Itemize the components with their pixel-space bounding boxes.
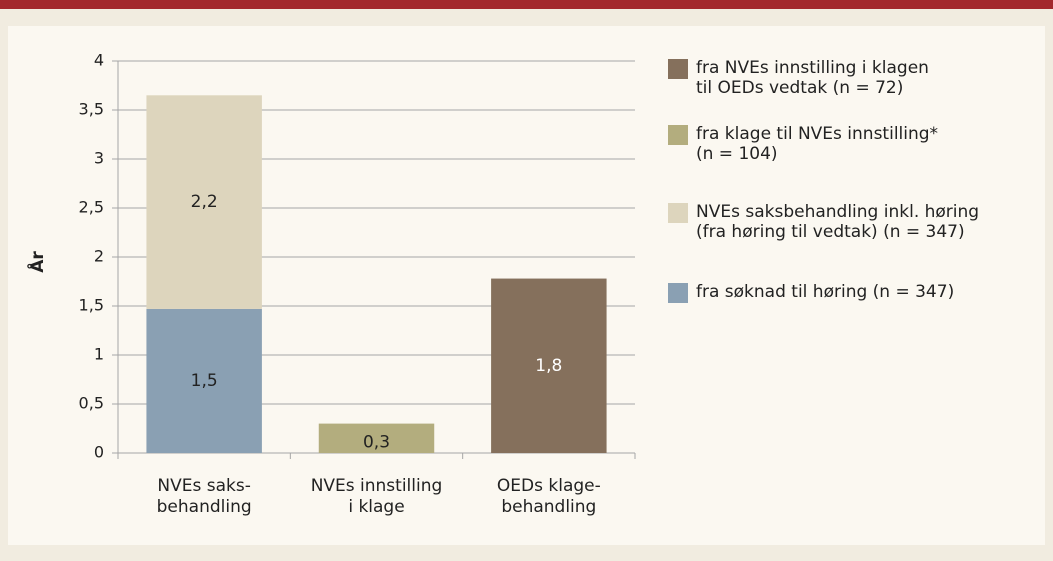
data-label: 0,3 xyxy=(363,432,390,452)
data-label: 2,2 xyxy=(191,192,218,212)
y-tick-label: 4 xyxy=(94,51,104,70)
x-tick-label: OEDs klage- behandling xyxy=(496,476,601,517)
top-bar xyxy=(0,0,1053,9)
y-tick-label: 1 xyxy=(94,345,104,364)
x-tick-label: NVEs saks- behandling xyxy=(156,476,252,517)
y-tick-label: 2 xyxy=(94,247,104,266)
data-label: 1,8 xyxy=(535,356,562,376)
bar-segment xyxy=(491,278,607,453)
data-label: 1,5 xyxy=(191,371,218,391)
y-tick-label: 2,5 xyxy=(79,198,104,217)
legend-label: fra NVEs innstilling i klagen til OEDs v… xyxy=(696,58,929,98)
y-tick-label: 0,5 xyxy=(79,394,104,413)
legend-label: NVEs saksbehandling inkl. høring (fra hø… xyxy=(696,202,980,242)
bar-segment xyxy=(146,308,262,453)
legend-label: fra klage til NVEs innstilling* (n = 104… xyxy=(696,124,939,164)
y-tick-label: 3 xyxy=(94,149,104,168)
y-tick-label: 1,5 xyxy=(79,296,104,315)
legend-swatch xyxy=(668,283,688,303)
legend-swatch xyxy=(668,203,688,223)
legend-label: fra søknad til høring (n = 347) xyxy=(696,282,955,302)
legend-swatch xyxy=(668,59,688,79)
bar-segment xyxy=(146,95,262,309)
legend-swatch xyxy=(668,125,688,145)
y-tick-label: 3,5 xyxy=(79,100,104,119)
x-tick-label: NVEs innstilling i klage xyxy=(310,476,443,517)
bar-segment xyxy=(318,423,435,453)
y-axis-title: År xyxy=(25,251,48,273)
y-tick-label: 0 xyxy=(94,443,104,462)
